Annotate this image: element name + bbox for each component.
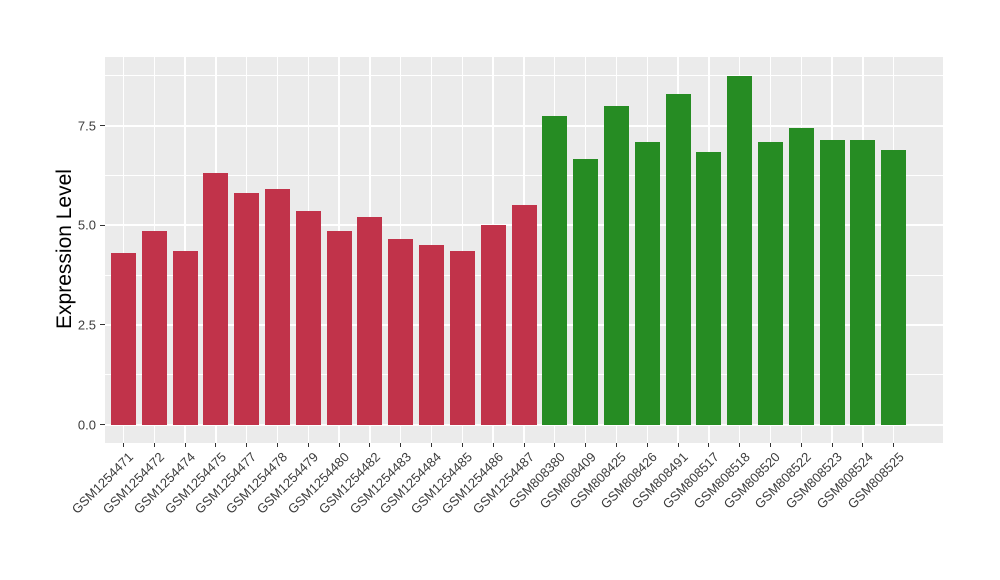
x-tick-mark [461, 443, 463, 447]
bar-GSM1254483 [388, 239, 414, 425]
x-tick-mark [184, 443, 186, 447]
bar-GSM808517 [696, 151, 722, 425]
y-tick-label: 7.5 [77, 118, 96, 134]
y-tick-mark [100, 224, 105, 226]
x-tick-mark [646, 443, 648, 447]
bar-GSM808524 [850, 139, 876, 425]
bar-GSM1254487 [511, 205, 537, 425]
x-tick-mark [492, 443, 494, 447]
x-tick-mark [277, 443, 279, 447]
gridline-vertical [184, 57, 186, 443]
bar-GSM1254485 [449, 251, 475, 425]
bar-GSM808409 [573, 159, 599, 425]
bar-GSM1254482 [357, 217, 383, 425]
x-tick-mark [215, 443, 217, 447]
y-axis-title: Expression Level [53, 169, 76, 329]
bar-GSM808426 [634, 141, 660, 425]
x-tick-mark [338, 443, 340, 447]
x-tick-mark [769, 443, 771, 447]
bar-GSM1254477 [234, 193, 260, 425]
x-tick-mark [523, 443, 525, 447]
x-tick-mark [831, 443, 833, 447]
x-tick-mark [615, 443, 617, 447]
bar-GSM808425 [603, 105, 629, 425]
y-tick-label: 2.5 [77, 317, 96, 333]
bar-GSM1254478 [265, 189, 291, 425]
x-tick-mark [893, 443, 895, 447]
bar-GSM808523 [819, 139, 845, 425]
bar-GSM808491 [665, 93, 691, 425]
x-tick-mark [554, 443, 556, 447]
bar-GSM1254484 [419, 245, 445, 425]
x-tick-mark [431, 443, 433, 447]
x-tick-mark [708, 443, 710, 447]
bar-GSM1254472 [141, 231, 167, 425]
y-tick-mark [100, 424, 105, 426]
bar-GSM1254480 [326, 231, 352, 425]
x-tick-mark [122, 443, 124, 447]
x-tick-mark [369, 443, 371, 447]
bar-GSM808525 [881, 149, 907, 425]
bar-GSM808380 [542, 115, 568, 425]
y-tick-label: 0.0 [77, 417, 96, 433]
gridline-vertical [122, 57, 125, 443]
x-tick-mark [307, 443, 309, 447]
x-tick-mark [800, 443, 802, 447]
bar-GSM1254486 [480, 225, 506, 425]
bar-GSM808520 [757, 141, 783, 425]
plot-panel [105, 57, 943, 443]
x-tick-mark [739, 443, 741, 447]
bar-GSM808522 [788, 127, 814, 425]
bar-GSM1254474 [172, 251, 198, 425]
x-tick-mark [153, 443, 155, 447]
y-tick-label: 5.0 [77, 217, 96, 233]
y-tick-mark [100, 125, 105, 127]
x-tick-mark [400, 443, 402, 447]
bar-GSM1254475 [203, 173, 229, 425]
bar-GSM1254471 [110, 253, 136, 425]
bar-GSM1254479 [295, 211, 321, 425]
gridline-vertical [461, 57, 464, 443]
y-tick-mark [100, 324, 105, 326]
x-tick-mark [677, 443, 679, 447]
x-tick-mark [246, 443, 248, 447]
x-tick-mark [862, 443, 864, 447]
bar-GSM808518 [727, 75, 753, 425]
x-tick-mark [585, 443, 587, 447]
